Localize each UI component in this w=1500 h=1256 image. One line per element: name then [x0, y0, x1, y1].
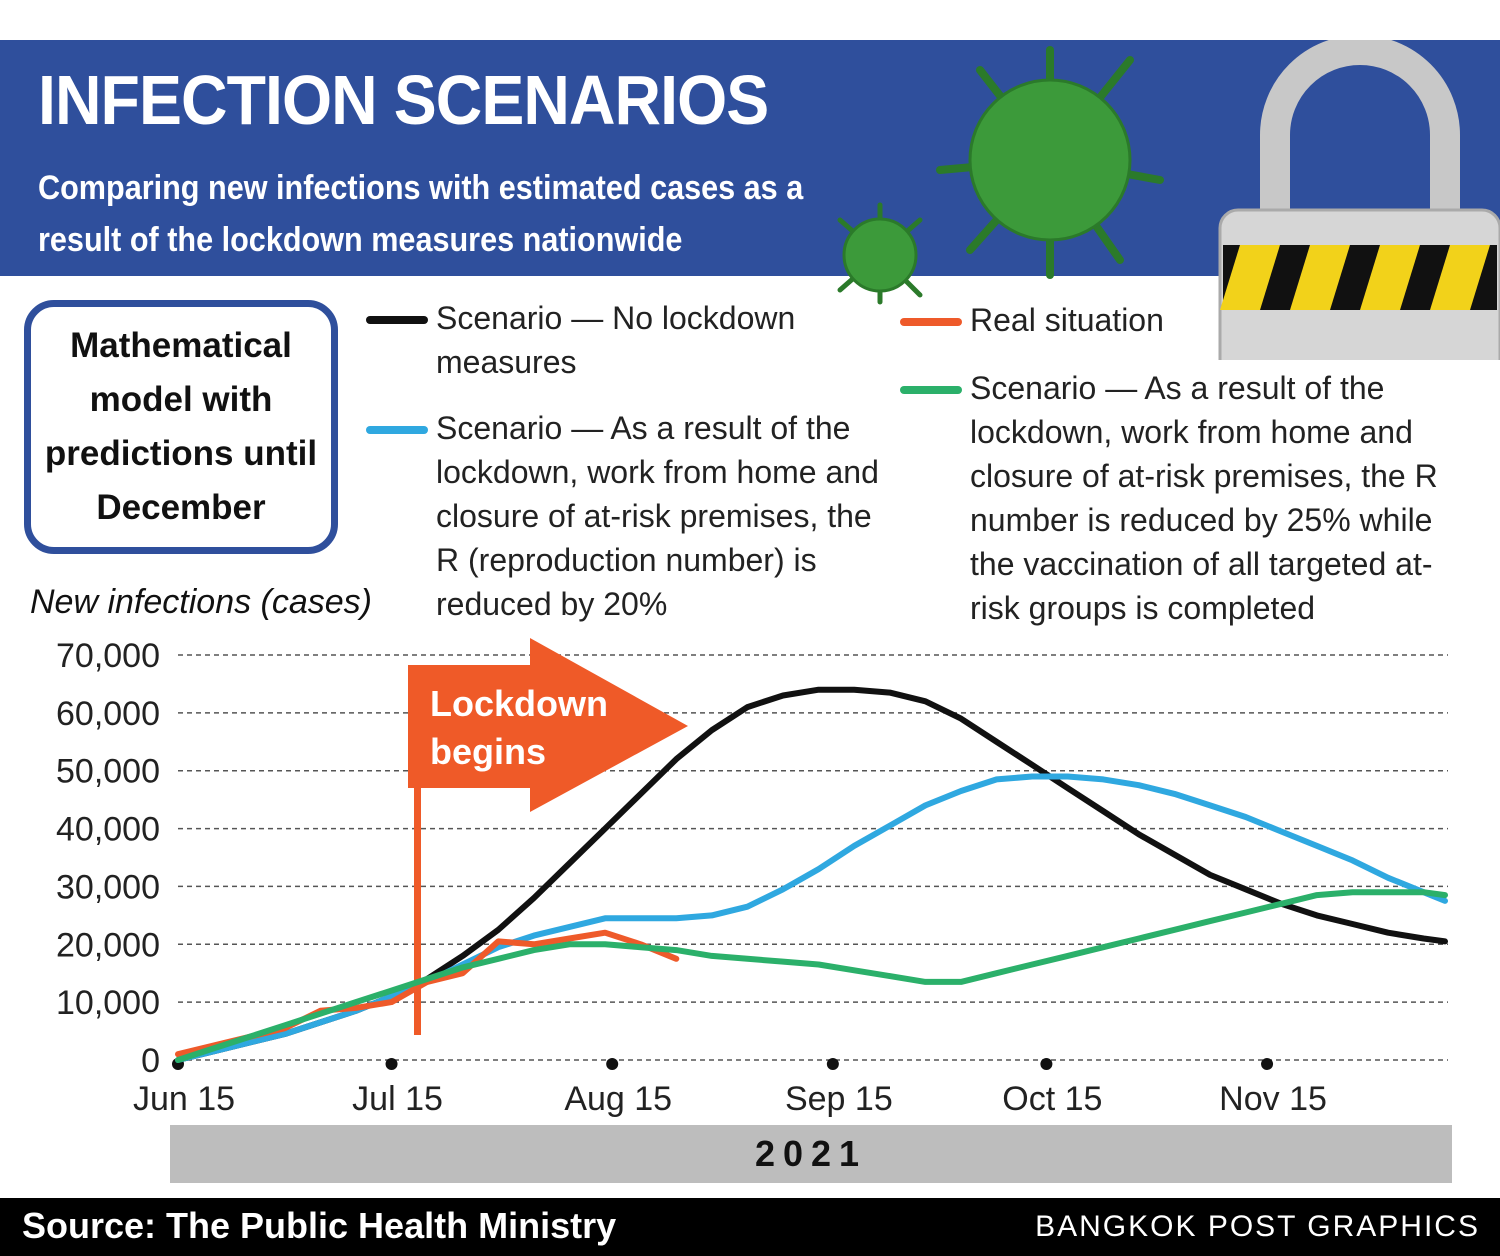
illustration: [837, 40, 1500, 360]
x-tick-label: Jul 15: [352, 1080, 443, 1118]
x-tick-mark: [385, 1058, 398, 1070]
x-tick-mark: [1261, 1058, 1274, 1070]
model-note: Mathematical model with predictions unti…: [24, 300, 338, 554]
chart: 0 10,000 20,000 30,000 40,000 50,000 60,000 70,…: [56, 637, 1448, 1118]
x-tick-mark: [1040, 1058, 1053, 1070]
credit: BANGKOK POST GRAPHICS: [1035, 1210, 1480, 1243]
legend-swatch: [366, 316, 428, 324]
source: Source: The Public Health Ministry: [22, 1205, 617, 1246]
y-tick-label: 60,000: [56, 695, 160, 733]
y-tick-label: 70,000: [56, 637, 160, 675]
y-tick-label: 40,000: [56, 811, 160, 849]
footer: [0, 1198, 1500, 1256]
y-tick-label: 0: [141, 1042, 160, 1080]
y-tick-label: 10,000: [56, 984, 160, 1022]
year-band: 2021: [170, 1125, 1452, 1183]
model-note-text: Mathematical model with predictions unti…: [44, 326, 318, 527]
y-tick-label: 30,000: [56, 868, 160, 906]
legend-label: Scenario — No lockdown measures: [436, 300, 796, 380]
legend-label: Real situation: [970, 302, 1164, 338]
annotation-line: Lockdown: [430, 683, 608, 724]
legend-swatch: [366, 426, 428, 434]
legend-swatch: [900, 386, 962, 394]
x-tick-label: Nov 15: [1219, 1080, 1327, 1118]
series-line: [175, 889, 1448, 1063]
legend-swatch: [900, 318, 962, 326]
y-axis-label: New infections (cases): [30, 583, 373, 621]
annotation-line: begins: [430, 731, 546, 772]
x-tick-mark: [826, 1058, 839, 1070]
x-tick-label: Oct 15: [1002, 1080, 1102, 1118]
x-tick-mark: [606, 1058, 619, 1070]
y-tick-label: 50,000: [56, 753, 160, 791]
annotation: Lockdown begins: [430, 683, 608, 772]
legend-label: Scenario — As a result of the lockdown, …: [436, 410, 879, 622]
annotation-pole: [414, 780, 421, 1035]
title: INFECTION SCENARIOS: [38, 61, 769, 139]
legend-label: Scenario — As a result of the lockdown, …: [970, 370, 1438, 626]
subtitle: Comparing new infections with estimated …: [38, 169, 804, 259]
x-tick-label: Jun 15: [133, 1080, 235, 1118]
x-tick-label: Aug 15: [564, 1080, 672, 1118]
y-tick-label: 20,000: [56, 926, 160, 964]
annotation-arrow: [408, 638, 688, 812]
series-line: [175, 773, 1448, 1063]
x-tick-label: Sep 15: [785, 1080, 893, 1118]
